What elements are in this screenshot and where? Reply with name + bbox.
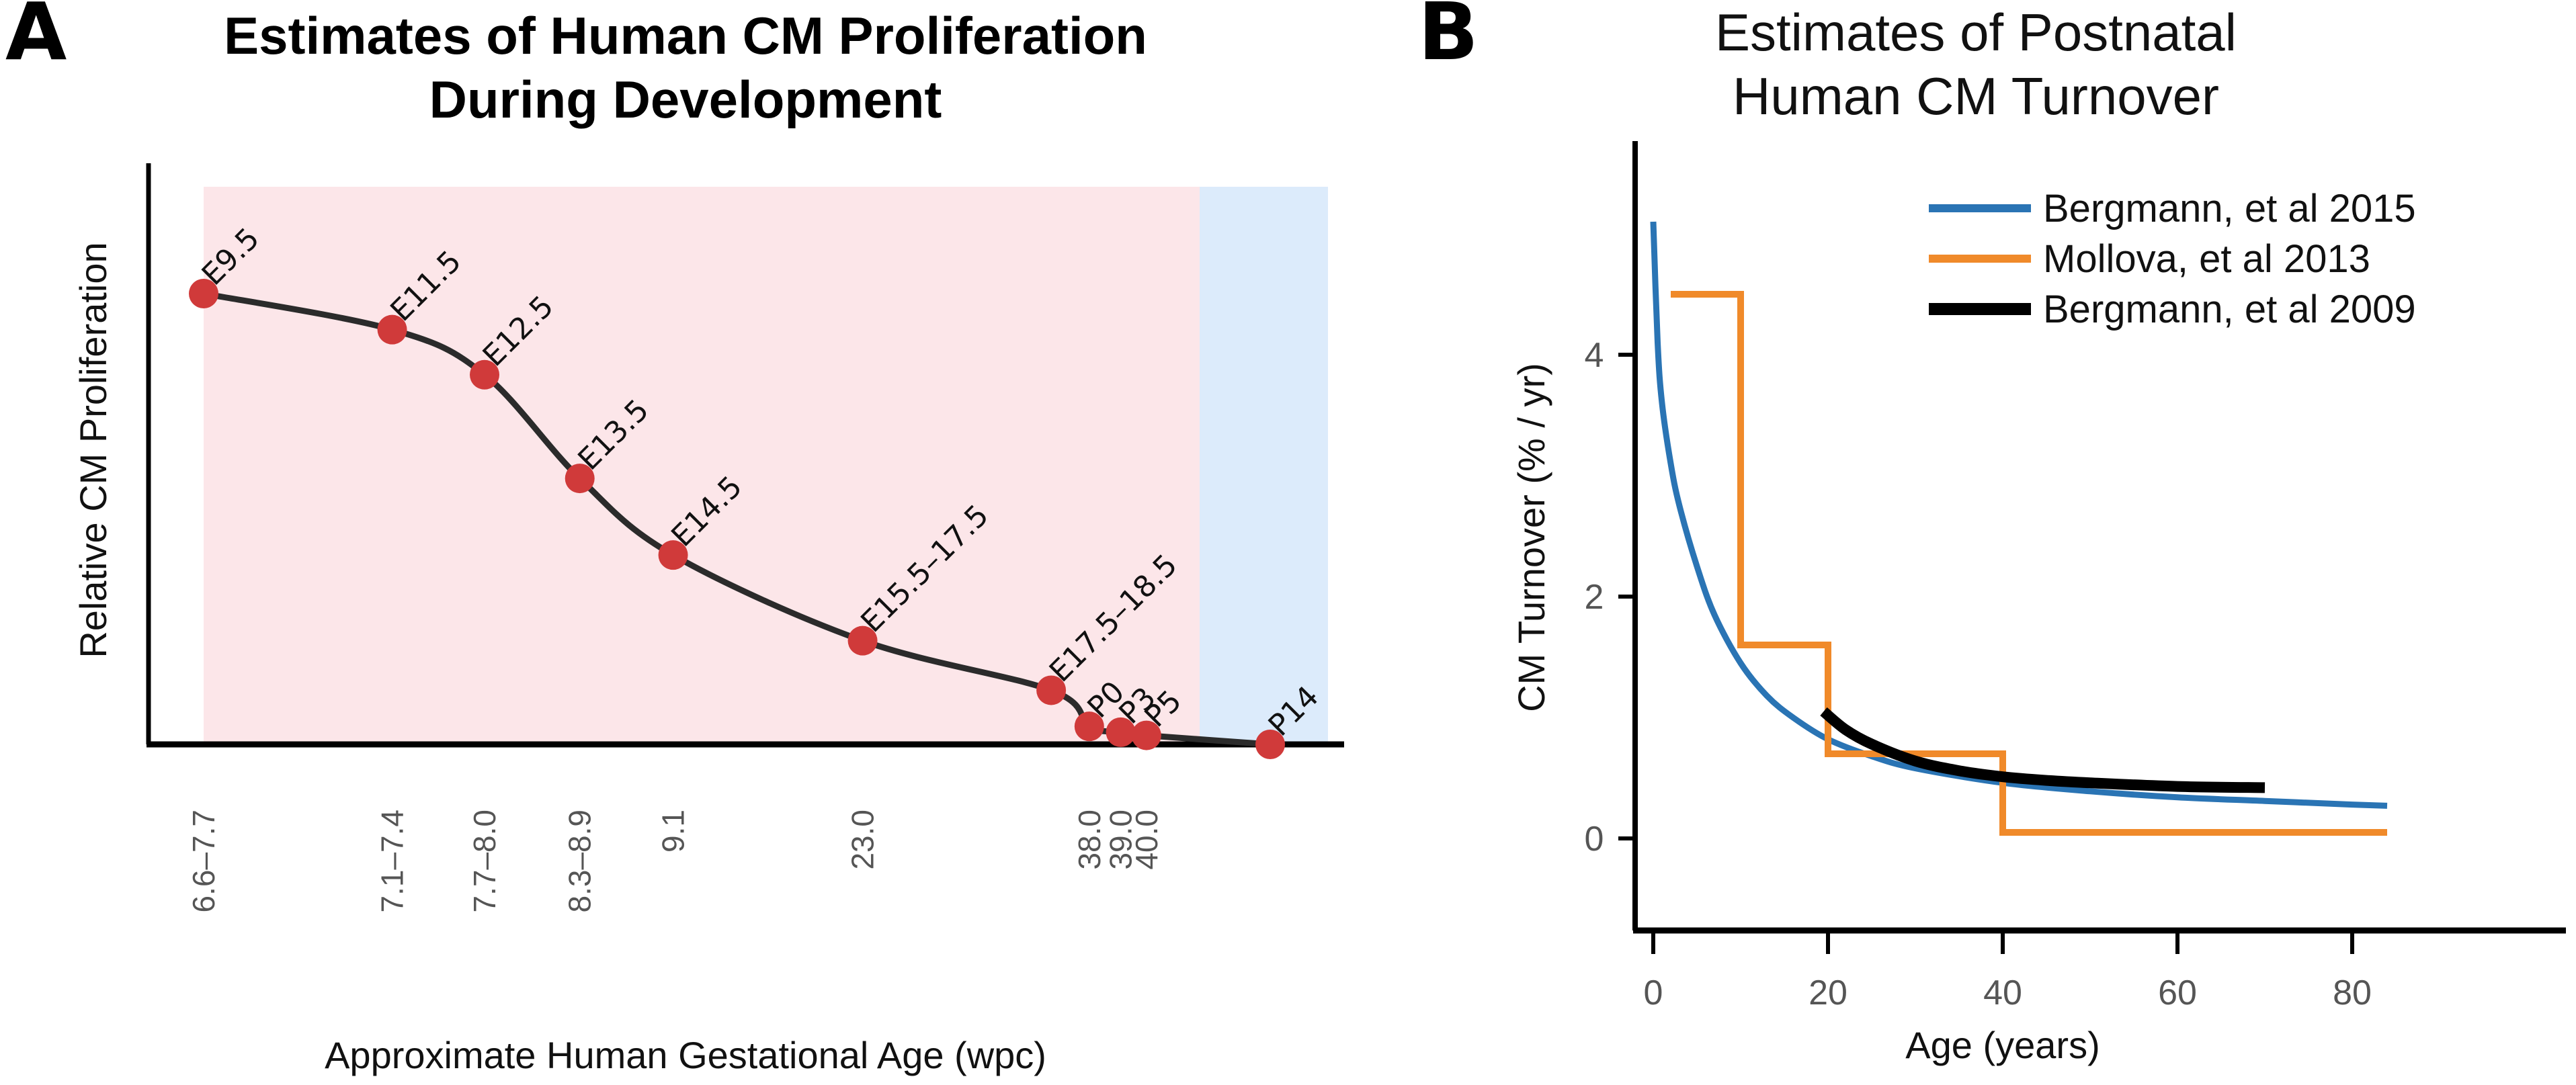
legend: Bergmann, et al 2015 Mollova, et al 2013 B… xyxy=(1929,187,2416,331)
data-point xyxy=(1074,711,1104,742)
data-point xyxy=(565,464,595,494)
x-tick-label: 8.3–8.9 xyxy=(563,810,597,912)
panel-b-axes xyxy=(1632,141,2566,934)
panel-a-title-line2: During Development xyxy=(429,70,942,129)
x-tick-label: 60 xyxy=(2158,973,2197,1012)
data-point xyxy=(377,314,407,345)
panel-a-letter: A xyxy=(5,0,67,78)
data-point xyxy=(1106,717,1136,747)
data-point xyxy=(1131,720,1161,750)
postnatal-band xyxy=(1200,187,1328,744)
x-tick-label: 23.0 xyxy=(845,810,880,870)
prenatal-band xyxy=(204,187,1200,744)
x-tick-label: 40 xyxy=(1983,973,2022,1012)
panel-a-x-axis-label: Approximate Human Gestational Age (wpc) xyxy=(325,1034,1046,1076)
x-tick-label: 7.7–8.0 xyxy=(467,810,502,912)
panel-a-y-axis-label: Relative CM Proliferation xyxy=(72,242,114,658)
series-bergmann-2009 xyxy=(1820,707,2266,793)
series-bergmann-2015 xyxy=(1650,221,2388,809)
panel-b-letter: B xyxy=(1418,0,1479,78)
y-tick-label: 4 xyxy=(1585,336,1604,375)
x-tick-label: 7.1–7.4 xyxy=(375,810,410,912)
x-tick-label: 6.6–7.7 xyxy=(186,810,221,912)
y-tick-label: 0 xyxy=(1585,820,1604,859)
legend-item-label: Bergmann, et al 2009 xyxy=(2043,288,2416,331)
panel-a: A Estimates of Human CM Proliferation Du… xyxy=(5,0,1344,1076)
legend-item-label: Bergmann, et al 2015 xyxy=(2043,187,2416,230)
legend-item-label: Mollova, et al 2013 xyxy=(2043,237,2370,281)
panel-a-title-line1: Estimates of Human CM Proliferation xyxy=(224,6,1147,65)
data-point xyxy=(658,540,688,570)
data-point xyxy=(1036,675,1067,705)
series-mollova-2013 xyxy=(1671,291,2387,836)
x-tick-label: 40.0 xyxy=(1129,810,1164,870)
x-tick-label: 38.0 xyxy=(1072,810,1107,870)
x-tick-label: 39.0 xyxy=(1104,810,1138,870)
data-point xyxy=(1255,730,1286,759)
x-tick-label: 80 xyxy=(2333,973,2372,1012)
x-tick-label: 0 xyxy=(1644,973,1663,1012)
panel-b: B Estimates of Postnatal Human CM Turnov… xyxy=(1418,0,2566,1066)
panel-a-bands xyxy=(204,187,1328,744)
x-tick-label: 9.1 xyxy=(656,810,691,853)
data-point xyxy=(189,279,218,308)
panel-b-x-axis-label: Age (years) xyxy=(1905,1024,2100,1066)
x-tick-label: 20 xyxy=(1809,973,1847,1012)
y-tick-label: 2 xyxy=(1585,578,1604,617)
panel-b-title-line1: Estimates of Postnatal xyxy=(1715,3,2237,62)
data-point xyxy=(847,625,878,656)
data-point xyxy=(470,359,500,390)
panel-b-y-axis-label: CM Turnover (% / yr) xyxy=(1510,363,1552,712)
panel-b-title-line2: Human CM Turnover xyxy=(1733,67,2219,126)
